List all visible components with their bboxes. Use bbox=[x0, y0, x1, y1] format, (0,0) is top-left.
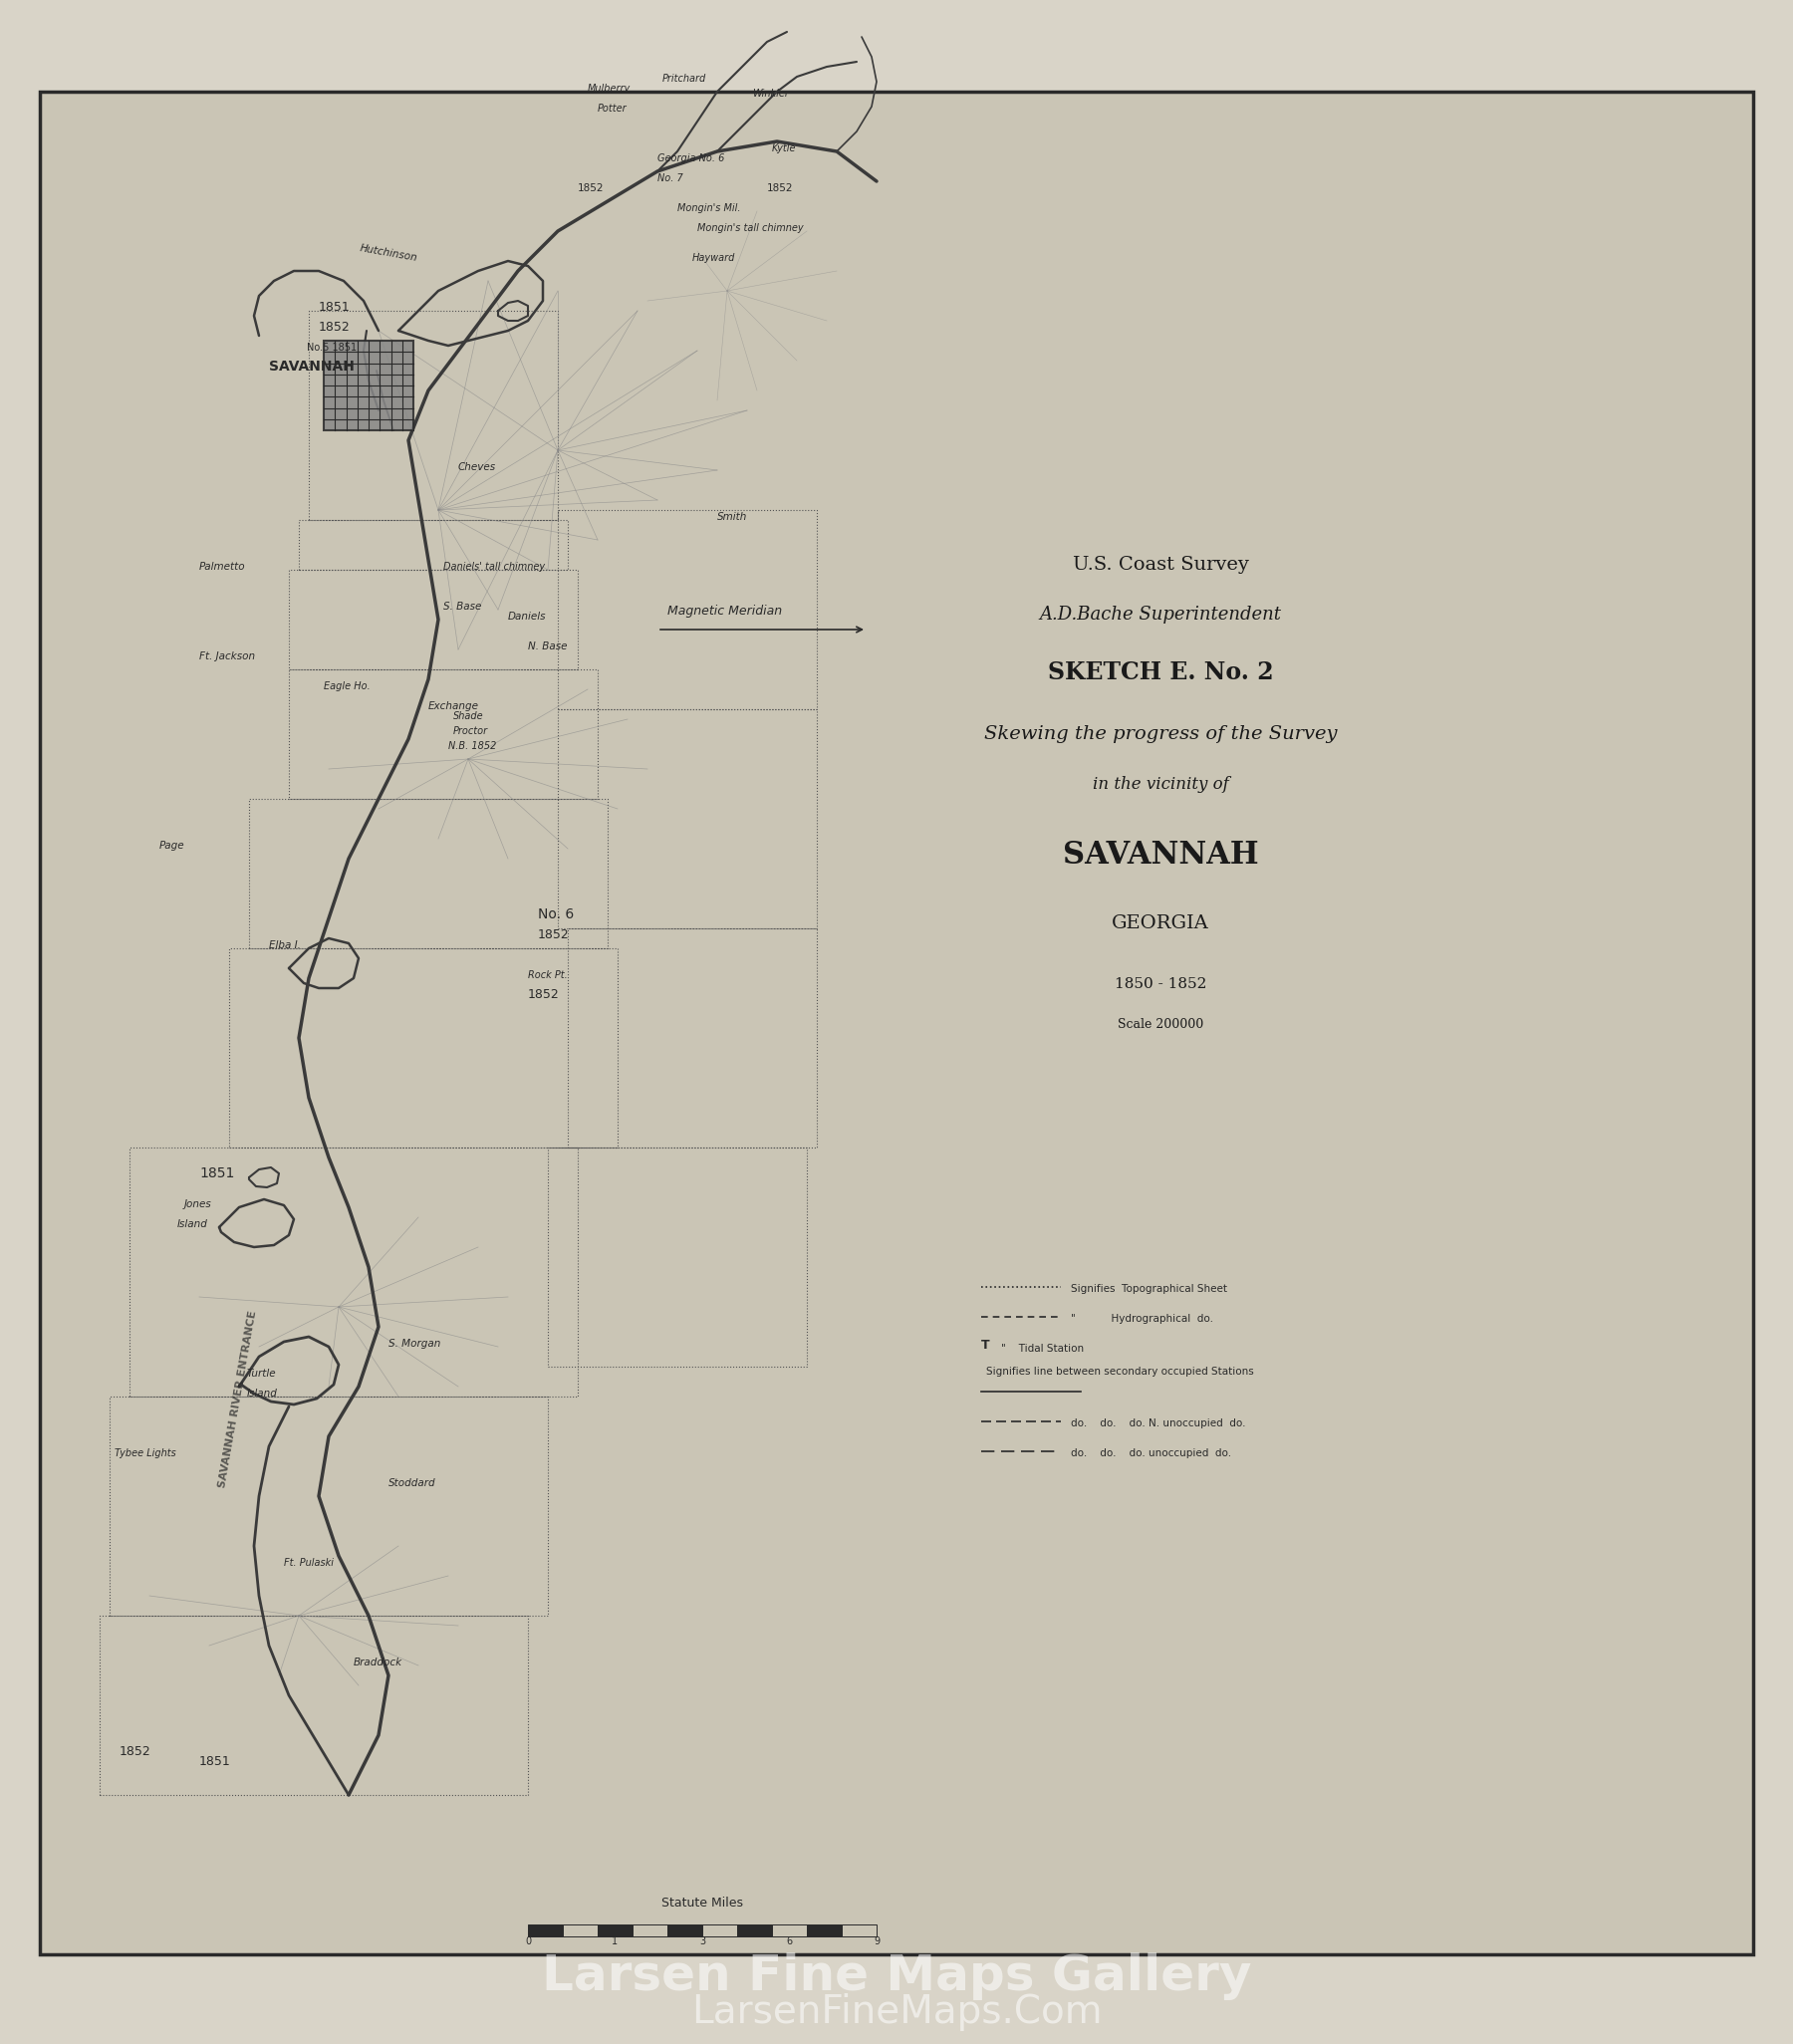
Text: do.    do.    do. N. unoccupied  do.: do. do. do. N. unoccupied do. bbox=[1070, 1419, 1246, 1429]
Text: SAVANNAH RIVER ENTRANCE: SAVANNAH RIVER ENTRANCE bbox=[217, 1310, 258, 1488]
Text: Page: Page bbox=[160, 840, 185, 850]
Text: "           Hydrographical  do.: " Hydrographical do. bbox=[1070, 1314, 1214, 1325]
Text: Smith: Smith bbox=[717, 511, 748, 521]
Text: Rock Pt.: Rock Pt. bbox=[527, 971, 568, 981]
Text: Ft. Pulaski: Ft. Pulaski bbox=[283, 1558, 333, 1568]
Text: SAVANNAH: SAVANNAH bbox=[1063, 840, 1259, 871]
Text: N.B. 1852: N.B. 1852 bbox=[448, 742, 497, 750]
Text: Exchange: Exchange bbox=[429, 701, 479, 711]
Text: 1851: 1851 bbox=[319, 300, 350, 315]
Text: Skewing the progress of the Survey: Skewing the progress of the Survey bbox=[984, 726, 1338, 744]
Text: Mulberry: Mulberry bbox=[588, 84, 631, 94]
Text: Magnetic Meridian: Magnetic Meridian bbox=[667, 605, 782, 617]
Text: S. Morgan: S. Morgan bbox=[389, 1339, 441, 1349]
Bar bbox=[841, 1925, 877, 1936]
Text: 1851: 1851 bbox=[199, 1167, 235, 1179]
Text: 1852: 1852 bbox=[120, 1746, 151, 1758]
Text: No.5 1851: No.5 1851 bbox=[307, 343, 357, 354]
Bar bbox=[325, 341, 414, 431]
Text: Island: Island bbox=[178, 1218, 208, 1228]
Text: Tybee Lights: Tybee Lights bbox=[115, 1449, 176, 1457]
Text: Scale 200000: Scale 200000 bbox=[1117, 1018, 1203, 1030]
Text: 1: 1 bbox=[611, 1936, 619, 1946]
Text: 9: 9 bbox=[873, 1936, 880, 1946]
Text: Daniels' tall chimney: Daniels' tall chimney bbox=[443, 562, 545, 572]
Text: Stoddard: Stoddard bbox=[389, 1478, 436, 1488]
Text: Larsen Fine Maps Gallery: Larsen Fine Maps Gallery bbox=[541, 1952, 1252, 2001]
Text: Cheves: Cheves bbox=[459, 462, 497, 472]
Text: 1852: 1852 bbox=[577, 184, 604, 194]
Text: Mongin's tall chimney: Mongin's tall chimney bbox=[697, 223, 803, 233]
Text: No. 7: No. 7 bbox=[658, 174, 683, 184]
Bar bbox=[807, 1925, 841, 1936]
Text: 1851: 1851 bbox=[199, 1756, 231, 1768]
Text: Hayward: Hayward bbox=[692, 253, 735, 264]
Text: Potter: Potter bbox=[597, 104, 628, 114]
Text: Jones: Jones bbox=[185, 1200, 212, 1210]
Text: Elba I.: Elba I. bbox=[269, 940, 301, 950]
Bar bbox=[737, 1925, 773, 1936]
Text: Turtle: Turtle bbox=[247, 1369, 276, 1378]
Text: 0: 0 bbox=[525, 1936, 531, 1946]
Text: Signifies  Topographical Sheet: Signifies Topographical Sheet bbox=[1070, 1284, 1226, 1294]
Bar bbox=[597, 1925, 633, 1936]
Text: 1852: 1852 bbox=[538, 928, 570, 942]
Text: SAVANNAH: SAVANNAH bbox=[269, 360, 355, 374]
Bar bbox=[667, 1925, 703, 1936]
Bar bbox=[563, 1925, 597, 1936]
Text: Ft. Jackson: Ft. Jackson bbox=[199, 652, 255, 662]
Text: Eagle Ho.: Eagle Ho. bbox=[325, 681, 371, 691]
Text: GEORGIA: GEORGIA bbox=[1112, 914, 1208, 932]
Text: "    Tidal Station: " Tidal Station bbox=[1000, 1343, 1085, 1353]
Text: Hutchinson: Hutchinson bbox=[359, 243, 418, 264]
Bar bbox=[633, 1925, 667, 1936]
Text: 1852: 1852 bbox=[527, 987, 559, 1002]
Bar bbox=[773, 1925, 807, 1936]
Text: Daniels: Daniels bbox=[507, 611, 547, 621]
Bar bbox=[527, 1925, 563, 1936]
Text: N. Base: N. Base bbox=[527, 642, 567, 652]
Text: Braddock: Braddock bbox=[353, 1658, 403, 1668]
Text: Statute Miles: Statute Miles bbox=[662, 1897, 742, 1909]
Text: Island: Island bbox=[247, 1388, 278, 1398]
Text: 1852: 1852 bbox=[319, 321, 350, 333]
Text: Winkler: Winkler bbox=[751, 88, 789, 98]
Text: T: T bbox=[981, 1339, 990, 1351]
Text: No. 6: No. 6 bbox=[538, 908, 574, 922]
Text: Shade: Shade bbox=[454, 711, 484, 722]
Text: Mongin's Mil.: Mongin's Mil. bbox=[678, 202, 741, 213]
Text: A.D.Bache Superintendent: A.D.Bache Superintendent bbox=[1040, 605, 1282, 623]
Text: 1852: 1852 bbox=[767, 184, 793, 194]
Text: SKETCH E. No. 2: SKETCH E. No. 2 bbox=[1047, 660, 1273, 685]
Text: 1850 - 1852: 1850 - 1852 bbox=[1115, 977, 1207, 991]
Text: Kytle: Kytle bbox=[773, 143, 796, 153]
Text: LarsenFineMaps.Com: LarsenFineMaps.Com bbox=[690, 1993, 1103, 2032]
Bar bbox=[703, 1925, 737, 1936]
Text: Georgia No. 6: Georgia No. 6 bbox=[658, 153, 724, 164]
Text: Proctor: Proctor bbox=[454, 726, 488, 736]
Text: Signifies line between secondary occupied Stations: Signifies line between secondary occupie… bbox=[986, 1367, 1253, 1376]
Text: in the vicinity of: in the vicinity of bbox=[1092, 777, 1228, 793]
Text: 6: 6 bbox=[787, 1936, 793, 1946]
Text: Pritchard: Pritchard bbox=[662, 74, 706, 84]
Text: 3: 3 bbox=[699, 1936, 705, 1946]
Text: U.S. Coast Survey: U.S. Coast Survey bbox=[1072, 556, 1248, 574]
Text: do.    do.    do. unoccupied  do.: do. do. do. unoccupied do. bbox=[1070, 1449, 1232, 1457]
Text: Palmetto: Palmetto bbox=[199, 562, 246, 572]
Text: S. Base: S. Base bbox=[443, 601, 482, 611]
